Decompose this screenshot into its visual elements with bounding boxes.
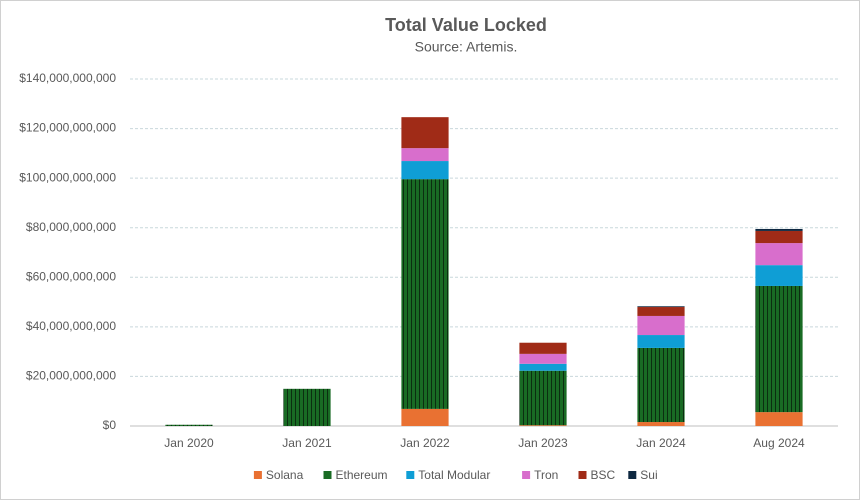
- bar-segment: [637, 315, 685, 336]
- bar-segment: [401, 161, 449, 180]
- legend-swatch: [253, 471, 262, 479]
- bar-segment: [637, 422, 685, 426]
- x-tick-label: Jan 2023: [518, 436, 568, 450]
- y-tick-label: $80,000,000,000: [26, 220, 116, 234]
- y-tick-label: $0: [103, 418, 117, 432]
- legend-label: Solana: [266, 468, 304, 482]
- bar-segment: [637, 307, 685, 316]
- bar-segment: [519, 425, 567, 426]
- legend-swatch: [578, 471, 587, 479]
- legend-swatch: [522, 471, 531, 479]
- legend-label: Ethereum: [336, 468, 388, 482]
- bar-segment: [401, 117, 449, 149]
- chart-subtitle: Source: Artemis.: [415, 39, 518, 55]
- bar-segment: [283, 388, 331, 426]
- x-tick-label: Jan 2024: [636, 436, 686, 450]
- bar-segment: [755, 265, 803, 286]
- legend-label: Total Modular: [418, 468, 490, 482]
- bar-segment: [755, 243, 803, 266]
- chart-title: Total Value Locked: [385, 15, 547, 35]
- bar-segment: [637, 306, 685, 308]
- bar-segment: [519, 370, 567, 426]
- y-tick-label: $120,000,000,000: [19, 121, 116, 135]
- bar-segment: [637, 335, 685, 348]
- x-tick-label: Jan 2022: [400, 436, 450, 450]
- legend-label: BSC: [591, 468, 616, 482]
- x-tick-label: Jan 2020: [164, 436, 214, 450]
- bar-segment: [519, 342, 567, 354]
- bar-segment: [401, 179, 449, 409]
- legend-swatch: [406, 471, 415, 479]
- x-tick-label: Jan 2021: [282, 436, 332, 450]
- legend-swatch: [628, 471, 637, 479]
- legend-label: Tron: [534, 468, 558, 482]
- bar-segment: [755, 285, 803, 413]
- bar-segment: [519, 363, 567, 371]
- y-tick-label: $40,000,000,000: [26, 319, 116, 333]
- bar-segment: [519, 353, 567, 364]
- bar-segment: [755, 230, 803, 244]
- x-tick-label: Aug 2024: [753, 436, 805, 450]
- bar-segment: [165, 424, 213, 426]
- bar-segment: [755, 412, 803, 426]
- y-tick-label: $60,000,000,000: [26, 269, 116, 283]
- legend-swatch: [323, 471, 332, 479]
- bar-segment: [401, 408, 449, 426]
- bar-segment: [637, 347, 685, 423]
- bar-segment: [755, 228, 803, 231]
- y-tick-label: $140,000,000,000: [19, 71, 116, 85]
- y-tick-label: $100,000,000,000: [19, 170, 116, 184]
- y-tick-label: $20,000,000,000: [26, 369, 116, 383]
- legend-label: Sui: [640, 468, 657, 482]
- bar-segment: [401, 148, 449, 162]
